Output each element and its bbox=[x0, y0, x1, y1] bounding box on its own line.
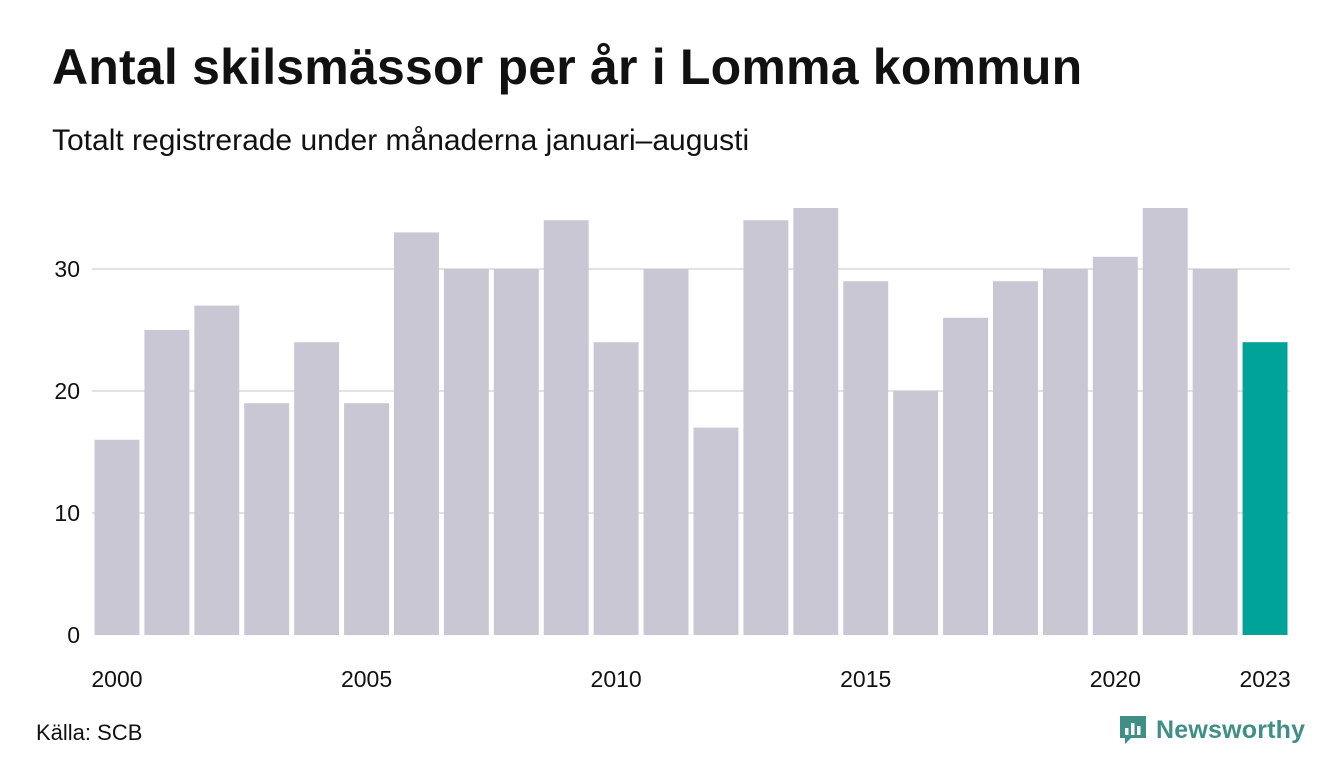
bar-2004 bbox=[294, 342, 340, 635]
x-tick-label: 2015 bbox=[840, 666, 891, 692]
x-tick-label: 2005 bbox=[341, 666, 392, 692]
x-tick-label: 2020 bbox=[1090, 666, 1141, 692]
bar-2012 bbox=[693, 427, 739, 635]
bar-2020 bbox=[1092, 256, 1138, 635]
bar-2005 bbox=[344, 403, 389, 635]
bar-chart: 0 10 20 30 2000 2005 2010 2015 2020 2023 bbox=[54, 208, 1291, 692]
bar-2011 bbox=[643, 269, 689, 635]
gridlines bbox=[92, 268, 1290, 514]
bars bbox=[94, 208, 1288, 635]
brand-name: Newsworthy bbox=[1156, 715, 1306, 744]
bar-2010 bbox=[593, 342, 639, 635]
bar-2018 bbox=[993, 281, 1038, 635]
bar-2013 bbox=[743, 220, 789, 635]
y-tick-label: 20 bbox=[54, 378, 80, 404]
bar-2023 bbox=[1242, 342, 1288, 635]
bar-2006 bbox=[394, 232, 439, 635]
bar-2009 bbox=[543, 220, 589, 635]
bar-2000 bbox=[94, 439, 140, 635]
bar-2001 bbox=[144, 330, 190, 635]
bar-2014 bbox=[793, 208, 839, 635]
y-tick-label: 10 bbox=[54, 500, 80, 526]
bar-2015 bbox=[843, 281, 889, 635]
brand: Newsworthy bbox=[1118, 714, 1305, 746]
y-tick-label: 30 bbox=[54, 256, 80, 282]
newsworthy-logo-icon bbox=[1120, 716, 1146, 744]
x-tick-label: 2000 bbox=[91, 666, 142, 692]
y-axis-ticks: 0 10 20 30 bbox=[54, 256, 80, 648]
bar-2002 bbox=[194, 305, 240, 635]
x-tick-label: 2010 bbox=[591, 666, 642, 692]
bar-2016 bbox=[893, 391, 939, 635]
bar-2021 bbox=[1142, 208, 1188, 635]
chart-title: Antal skilsmässor per år i Lomma kommun bbox=[52, 39, 1083, 95]
bar-2007 bbox=[443, 269, 489, 635]
x-axis-ticks: 2000 2005 2010 2015 2020 2023 bbox=[91, 666, 1290, 692]
bar-2019 bbox=[1042, 269, 1088, 635]
y-tick-label: 0 bbox=[67, 622, 80, 648]
bar-2022 bbox=[1192, 269, 1238, 635]
x-tick-label: 2023 bbox=[1239, 666, 1290, 692]
bar-2008 bbox=[493, 269, 539, 635]
chart-subtitle: Totalt registrerade under månaderna janu… bbox=[52, 124, 750, 157]
bar-2003 bbox=[244, 403, 290, 635]
bar-2017 bbox=[943, 317, 988, 635]
source-label: Källa: SCB bbox=[36, 720, 143, 745]
